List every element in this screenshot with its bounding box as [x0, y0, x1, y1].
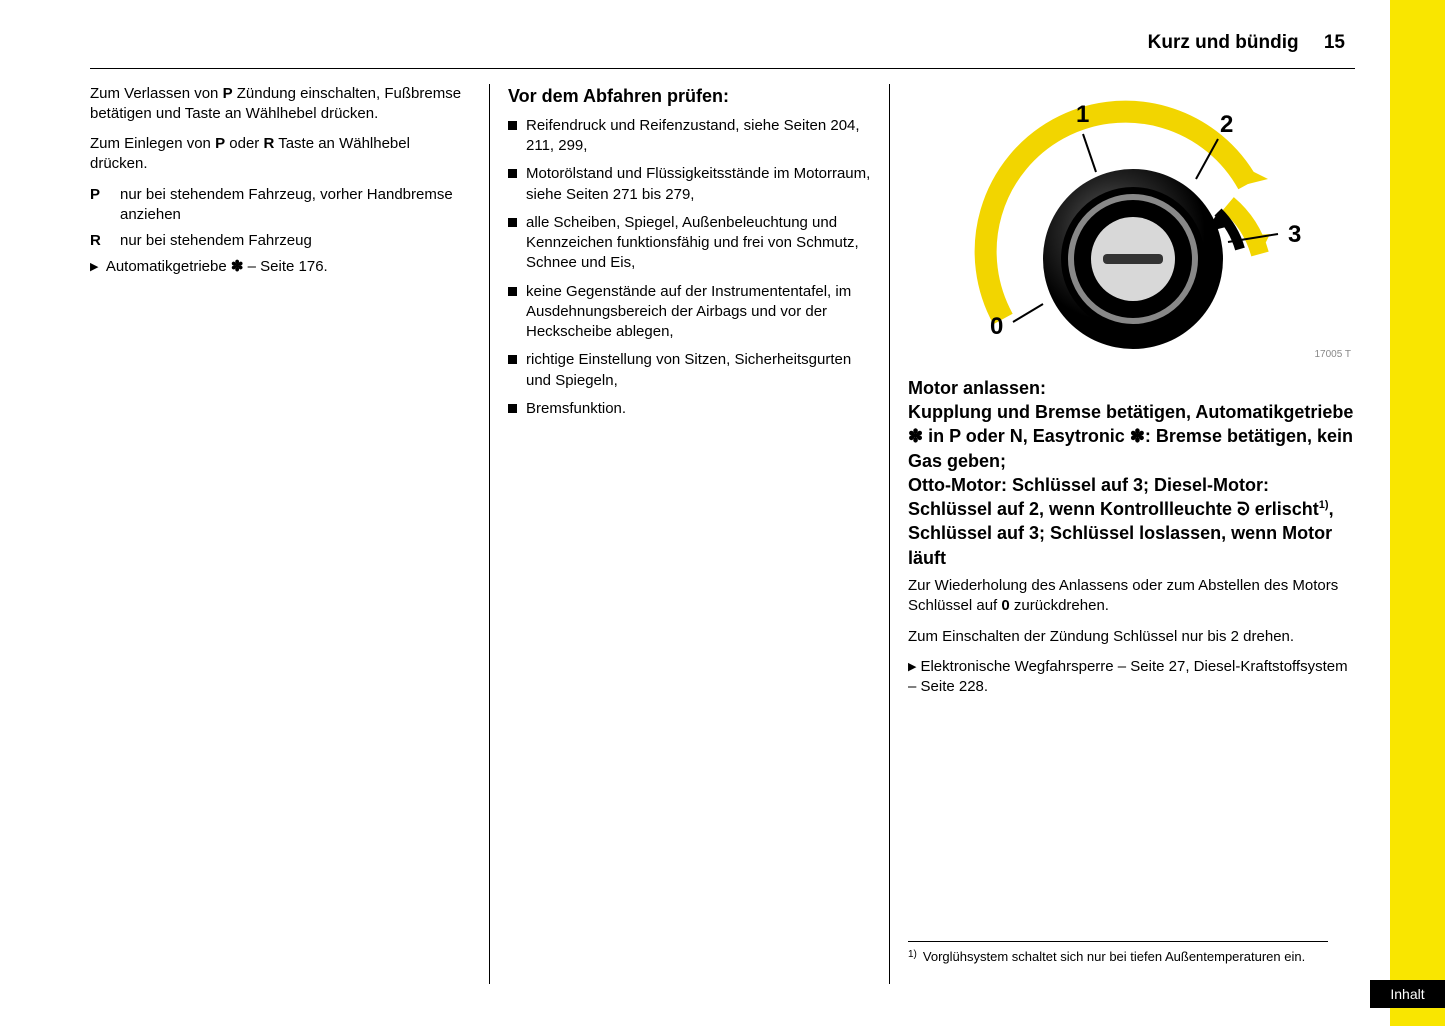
contents-tab[interactable]: Inhalt	[1370, 980, 1445, 1008]
page-container: Kurz und bündig 15 Zum Verlassen von P Z…	[0, 0, 1390, 1026]
pos-2: 2	[1220, 111, 1233, 138]
figure-label: 17005 T	[1314, 348, 1351, 362]
definition-row-p: P nur bei stehendem Fahrzeug, vorher Han…	[90, 185, 471, 226]
symbol-icon: ✽	[231, 257, 244, 277]
edge-tab-strip	[1390, 0, 1445, 1026]
list-item: Reifendruck und Reifenzustand, siehe Sei…	[508, 116, 871, 157]
footnote-number: 1)	[908, 948, 917, 966]
bold-text: P	[223, 85, 233, 102]
text: – Seite 176.	[243, 258, 327, 275]
paragraph: Zum Einschalten der Zündung Schlüssel nu…	[908, 627, 1355, 647]
pos-0: 0	[990, 313, 1003, 340]
footnote: 1) Vorglühsystem schaltet sich nur bei t…	[908, 941, 1328, 966]
list-item: alle Scheiben, Spiegel, Außenbeleuch­tun…	[508, 213, 871, 274]
text: zu­rückdrehen.	[1010, 597, 1109, 614]
paragraph: Zur Wiederholung des Anlassens oder zum …	[908, 576, 1355, 617]
column-3: 0 1 2 3 17005 T Motor anlassen: Kupplung…	[890, 84, 1355, 984]
page-number: 15	[1324, 32, 1345, 53]
subheading: Vor dem Abfahren prüfen:	[508, 84, 871, 108]
text: Zum Einlegen von	[90, 135, 215, 152]
contents-tab-label: Inhalt	[1390, 985, 1424, 1004]
bold-text: P	[215, 135, 225, 152]
list-item: Bremsfunktion.	[508, 399, 871, 419]
content-columns: Zum Verlassen von P Zündung einschal­ten…	[90, 84, 1355, 984]
text: Automatikgetriebe	[106, 258, 231, 275]
check-list: Reifendruck und Reifenzustand, siehe Sei…	[508, 116, 871, 419]
pos-3: 3	[1288, 221, 1301, 248]
column-2: Vor dem Abfahren prüfen: Reifendruck und…	[490, 84, 890, 984]
section-title: Kurz und bündig	[1148, 32, 1299, 53]
engine-start-heading: Motor anlassen: Kupplung und Bremse betä…	[908, 376, 1355, 570]
paragraph: Zum Verlassen von P Zündung einschal­ten…	[90, 84, 471, 125]
text: , Schlüssel auf 3; Schlüssel loslassen, …	[908, 499, 1334, 568]
list-item: Motorölstand und Flüssigkeitsstände im M…	[508, 164, 871, 205]
symbol-icon: ✽	[1130, 424, 1145, 448]
list-item: richtige Einstellung von Sitzen, Sicher­…	[508, 350, 871, 391]
preheat-icon: ᘐ	[1237, 497, 1250, 521]
def-text: nur bei stehendem Fahrzeug	[120, 231, 471, 251]
column-1: Zum Verlassen von P Zündung einschal­ten…	[90, 84, 490, 984]
text: Zur Wiederholung des Anlassens oder zum …	[908, 577, 1338, 614]
def-label: P	[90, 185, 120, 226]
bold-text: R	[263, 135, 274, 152]
cross-reference: Elektronische Wegfahrsperre – Seite 27, …	[908, 657, 1355, 698]
footnote-ref: 1)	[1319, 499, 1329, 511]
def-label: R	[90, 231, 120, 251]
text: oder	[225, 135, 263, 152]
symbol-icon: ✽	[908, 424, 923, 448]
bold-text: 0	[1001, 597, 1009, 614]
ignition-diagram-svg: 0 1 2 3	[908, 84, 1348, 364]
def-text: nur bei stehendem Fahrzeug, vorher Handb…	[120, 185, 471, 226]
page-header: Kurz und bündig 15	[90, 30, 1355, 69]
list-item: keine Gegenstände auf der Instrumen­tent…	[508, 282, 871, 343]
paragraph: Zum Einlegen von P oder R Taste an Wähl­…	[90, 134, 471, 175]
footnote-text: Vorglühsystem schaltet sich nur bei tief…	[923, 948, 1305, 966]
cross-reference: Automatikgetriebe ✽ – Seite 176.	[90, 257, 471, 277]
ignition-switch-figure: 0 1 2 3 17005 T	[908, 84, 1355, 364]
pos-1: 1	[1076, 101, 1089, 128]
text: Zum Verlassen von	[90, 85, 223, 102]
definition-row-r: R nur bei stehendem Fahrzeug	[90, 231, 471, 251]
